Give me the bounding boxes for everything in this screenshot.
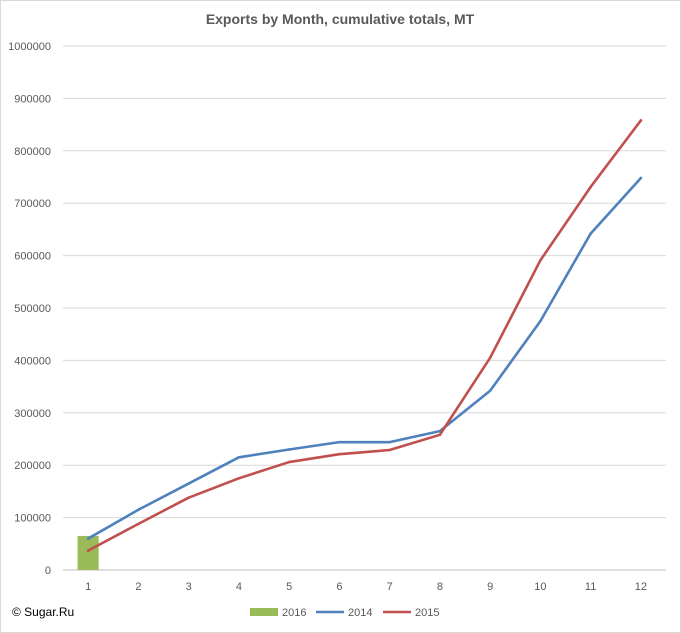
x-axis-ticks: 1 2 3 4 5 6 7 8 9 10 11 12 [85,581,647,593]
y-tick-label: 0 [45,565,51,577]
point-2015-12 [639,119,643,122]
x-tick-label: 3 [186,581,192,593]
y-axis-ticks: 0 100000 200000 300000 400000 500000 600000 700… [8,41,51,577]
y-tick-label: 700000 [14,198,51,210]
x-tick-label: 5 [286,581,292,593]
y-tick-label: 500000 [14,303,51,315]
point-2014-6 [338,440,341,444]
point-2014-7 [388,440,391,444]
y-tick-label: 400000 [14,355,51,367]
point-2015-3 [187,496,190,499]
x-tick-label: 9 [487,581,493,593]
copyright-text: © Sugar.Ru [12,605,74,619]
y-tick-label: 200000 [14,460,51,472]
point-2014-2 [137,508,140,512]
chart-title: Exports by Month, cumulative totals, MT [206,11,475,27]
point-2015-1 [86,549,90,552]
line-series [86,119,643,552]
y-tick-label: 900000 [14,93,51,105]
point-2015-10 [539,259,542,262]
y-tick-label: 800000 [14,146,51,158]
point-2014-5 [287,448,291,451]
bar-2016-1 [77,535,99,570]
legend-item-2014: 2014 [316,607,372,619]
point-2015-9 [488,356,492,360]
point-2014-12 [639,176,643,180]
legend-item-2016: 2016 [250,607,306,619]
point-2015-11 [589,185,592,189]
line-series-2015 [86,119,643,552]
gridlines [63,45,666,571]
point-2014-3 [187,482,190,485]
point-2014-1 [86,537,90,540]
line-series-2014 [86,176,643,540]
legend-item-2015: 2015 [383,607,439,619]
point-2015-4 [237,477,241,480]
point-2015-8 [438,433,442,437]
point-2014-11 [589,232,592,235]
x-tick-label: 11 [585,581,596,593]
x-tick-label: 12 [635,581,647,593]
x-tick-label: 6 [336,581,342,593]
legend-label-2014: 2014 [348,607,372,619]
point-2014-4 [237,456,241,459]
bar-series [77,535,99,570]
legend-swatch-2016 [250,608,278,616]
x-tick-label: 2 [135,581,141,593]
legend-label-2015: 2015 [415,607,439,619]
x-tick-label: 1 [85,581,91,593]
point-2014-9 [488,389,492,393]
point-2015-5 [287,460,291,464]
y-tick-label: 1000000 [8,41,51,53]
point-2015-7 [388,448,391,452]
point-2015-6 [338,452,341,456]
y-tick-label: 300000 [14,408,51,420]
x-tick-label: 7 [387,581,393,593]
x-tick-label: 10 [534,581,546,593]
y-tick-label: 600000 [14,251,51,263]
legend: 2016 2014 2015 [250,607,439,619]
point-2014-10 [539,319,542,323]
x-tick-label: 4 [236,581,242,593]
x-tick-label: 8 [437,581,443,593]
y-tick-label: 100000 [14,513,51,525]
point-2015-2 [137,522,140,526]
legend-label-2016: 2016 [282,607,306,619]
